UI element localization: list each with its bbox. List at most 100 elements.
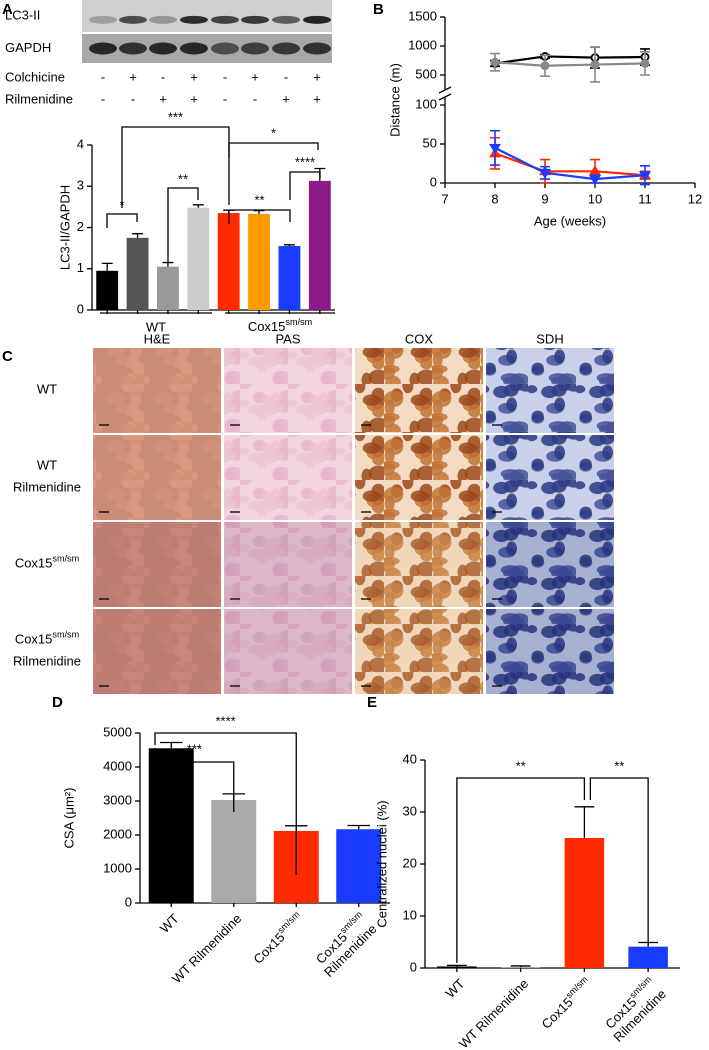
histology-image [355, 348, 483, 433]
y-tick-label: 20 [403, 855, 417, 870]
panel-label: E [367, 694, 377, 711]
x-tick-label: 7 [441, 191, 448, 206]
error-bar [347, 824, 370, 830]
y-tick-label: 50 [423, 135, 437, 150]
text-part: Cox15 [15, 632, 53, 647]
histology-image [486, 348, 614, 433]
bar [336, 829, 382, 903]
significance-bracket [228, 209, 291, 224]
y-tick-label: 0 [77, 301, 84, 316]
blot-band [180, 42, 208, 55]
stain-header: COX [405, 331, 434, 346]
group-label: Cox15sm/sm Rilmenidine [13, 630, 81, 669]
histology-image [355, 609, 483, 694]
treatment-sign: + [190, 69, 198, 84]
x-tick-label: WT [443, 976, 468, 1001]
panel-label: C [2, 348, 13, 365]
x-tick-label: 11 [638, 191, 652, 206]
y-axis-label: Distance (m) [387, 63, 402, 137]
stain-header: SDH [536, 331, 563, 346]
x-tick-label: Cox15sm/smRilmenidine [309, 910, 380, 981]
superscript: sm/sm [564, 975, 590, 1001]
group-label: Cox15sm/sm [248, 317, 312, 334]
bar [157, 266, 179, 310]
significance-label: **** [216, 713, 236, 728]
text-line: Cox15sm/sm [15, 554, 79, 571]
significance-label: *** [187, 741, 202, 756]
y-tick-label: 1000 [103, 860, 132, 875]
point [590, 60, 600, 70]
group-label: WT [146, 319, 166, 334]
histology-image [93, 522, 221, 607]
y-tick-label: 0 [125, 894, 132, 909]
histology-image [355, 435, 483, 520]
bar [148, 748, 194, 903]
significance-label: ** [178, 171, 188, 186]
treatment-sign: - [161, 69, 165, 84]
point [540, 61, 550, 71]
error-bar [574, 806, 595, 838]
significance-bracket [154, 732, 297, 875]
histology-image [355, 522, 483, 607]
x-axis-label: Age (weeks) [534, 213, 606, 228]
treatment-label: Colchicine [5, 69, 65, 84]
blot-band [180, 15, 208, 24]
y-tick-label: 1 [77, 260, 84, 275]
histology-image [224, 609, 352, 694]
significance-label: * [271, 125, 276, 140]
histology-image [486, 609, 614, 694]
panel-label: A [2, 1, 13, 18]
band-label: LC3-II [5, 7, 40, 22]
band-label: GAPDH [5, 40, 51, 55]
bar [211, 799, 257, 903]
superscript: sm/sm [52, 554, 79, 564]
treatment-sign: + [190, 91, 198, 106]
histology-image [93, 609, 221, 694]
histology-image [93, 348, 221, 433]
bar [248, 213, 270, 310]
blot-band [272, 15, 300, 24]
tint [355, 522, 483, 607]
blot-band [303, 42, 331, 55]
significance-label: **** [295, 154, 315, 169]
series-line [494, 61, 646, 67]
y-tick-label: 5000 [103, 724, 132, 739]
stain-header: PAS [275, 331, 300, 346]
treatment-sign: - [131, 91, 135, 106]
bar [308, 180, 331, 310]
y-tick-label: 0 [410, 959, 417, 974]
treatment-sign: - [284, 69, 288, 84]
histology-image [224, 522, 352, 607]
tint [486, 522, 614, 607]
panel-label: D [52, 694, 63, 711]
text-line: Cox15sm/sm [15, 630, 79, 647]
point [539, 168, 551, 179]
group-label: WT [37, 382, 57, 397]
series-line [494, 55, 646, 65]
text-line: WT [37, 382, 57, 397]
superscript: sm/sm [276, 910, 302, 936]
y-tick-label: 30 [403, 803, 417, 818]
error-bar [446, 964, 467, 967]
treatment-label: Rilmenidine [5, 91, 73, 106]
series-line [494, 146, 646, 181]
point [589, 165, 601, 176]
y-tick-label: 2000 [103, 826, 132, 841]
text-line: Rilmenidine [13, 654, 81, 669]
point [640, 58, 650, 68]
bar [217, 213, 240, 310]
text-part: Cox15 [15, 556, 53, 571]
y-tick-label: 0 [430, 174, 437, 189]
bar [564, 838, 605, 968]
error-bar [192, 204, 204, 208]
text-part: Cox15 [248, 319, 286, 334]
significance-bracket [154, 748, 235, 812]
x-tick-label: 10 [588, 191, 602, 206]
treatment-sign: + [313, 91, 321, 106]
blot-band [89, 15, 117, 24]
group-label: WT Rilmenidine [13, 458, 81, 495]
histology-image [486, 522, 614, 607]
treatment-sign: - [101, 91, 105, 106]
treatment-sign: - [253, 91, 257, 106]
tint [486, 609, 614, 694]
